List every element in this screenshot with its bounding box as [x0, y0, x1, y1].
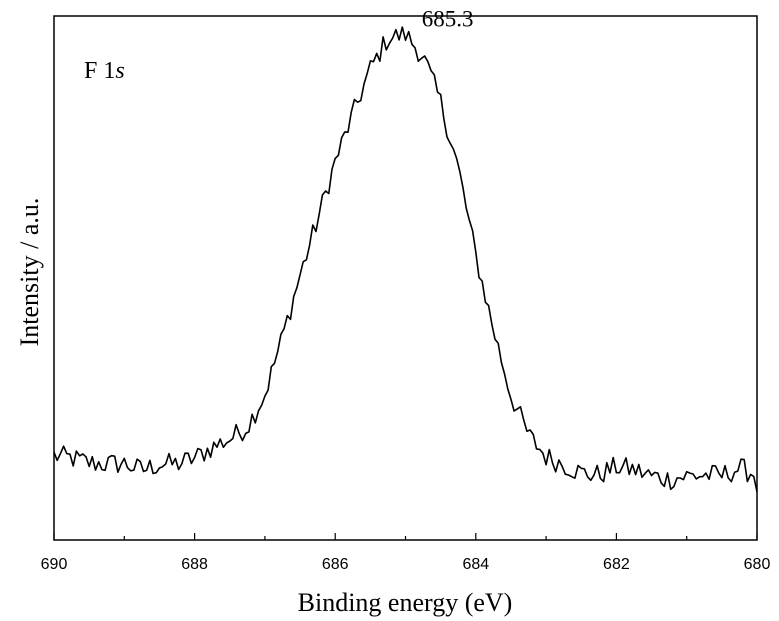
x-tick-label: 684: [462, 556, 489, 573]
x-axis-label: Binding energy (eV): [298, 588, 513, 617]
panel-label: F 1s: [84, 58, 125, 84]
panel-label-main: F 1: [84, 58, 115, 84]
y-axis-label: Intensity / a.u.: [15, 198, 44, 347]
panel-label-italic: s: [115, 58, 124, 84]
peak-annotation: 685.3: [422, 6, 474, 31]
x-tick-label: 682: [603, 556, 630, 573]
x-tick-label: 690: [41, 556, 68, 573]
plot-frame: [53, 15, 758, 541]
series-line: [53, 26, 758, 492]
x-tick-label: 688: [181, 556, 208, 573]
x-tick-label: 680: [744, 556, 771, 573]
x-tick-label: 686: [322, 556, 349, 573]
x-ticks: 690 688 686 684 682 680: [41, 533, 771, 573]
